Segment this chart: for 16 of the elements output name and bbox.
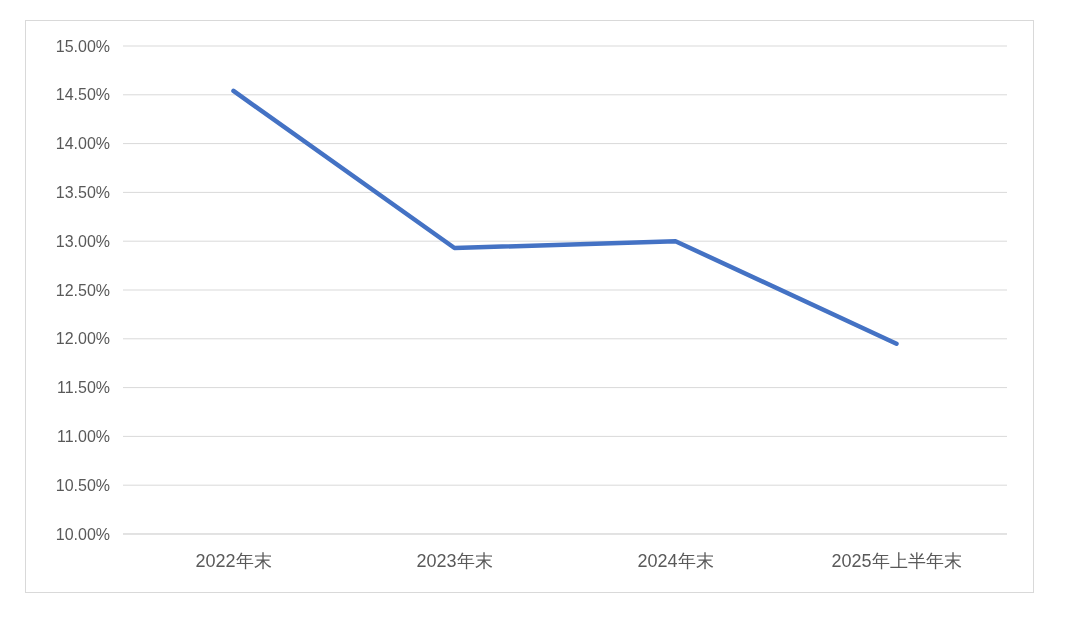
- y-tick-label: 10.00%: [55, 525, 110, 543]
- y-tick-label: 14.50%: [55, 86, 110, 104]
- x-tick-label: 2025年上半年末: [831, 551, 962, 571]
- x-tick-label: 2024年末: [637, 551, 714, 571]
- y-tick-label: 11.00%: [56, 427, 110, 445]
- y-tick-label: 13.50%: [55, 183, 110, 201]
- x-tick-label: 2022年末: [195, 551, 272, 571]
- x-tick-label: 2023年末: [416, 551, 493, 571]
- y-tick-label: 11.50%: [56, 379, 110, 397]
- y-tick-label: 15.00%: [55, 37, 110, 55]
- y-tick-label: 13.00%: [55, 232, 110, 250]
- y-tick-label: 14.00%: [55, 135, 110, 153]
- y-tick-label: 10.50%: [55, 476, 110, 494]
- y-tick-label: 12.50%: [55, 281, 110, 299]
- line-series: [231, 88, 899, 346]
- y-tick-label: 12.00%: [55, 330, 110, 348]
